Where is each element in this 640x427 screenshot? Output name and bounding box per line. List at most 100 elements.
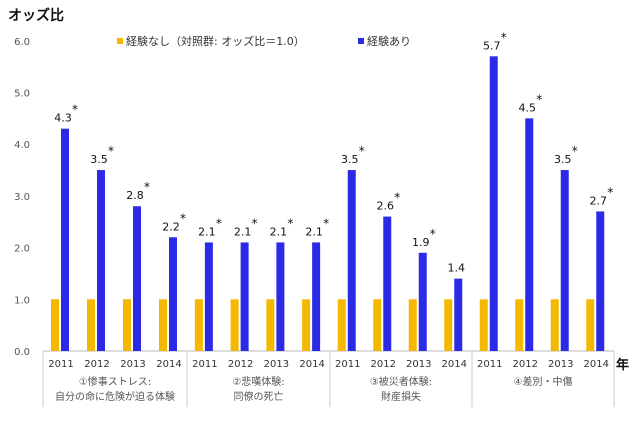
x-tick-label: 2014 — [156, 359, 181, 370]
group-label: 自分の命に危険が迫る体験 — [55, 390, 175, 403]
group-label: ③被災者体験: — [370, 375, 432, 388]
bar-exposed — [61, 128, 69, 351]
significance-star: * — [72, 103, 78, 117]
bar-exposed — [240, 242, 249, 351]
x-tick-label: 2014 — [299, 359, 324, 370]
y-tick-label: 2.0 — [14, 244, 30, 255]
bar-exposed — [383, 216, 392, 351]
legend-swatch-control — [117, 38, 123, 44]
group-label: ②悲嘆体験: — [232, 375, 284, 388]
legend-swatch-exposed — [358, 38, 364, 44]
bar-control — [550, 299, 559, 351]
y-tick-label: 1.0 — [14, 295, 30, 306]
bar-control — [302, 299, 311, 351]
data-label: 3.5 — [554, 153, 572, 166]
significance-star: * — [359, 144, 365, 158]
significance-star: * — [108, 144, 114, 158]
bar-exposed — [596, 211, 605, 351]
x-tick-label: 2012 — [84, 359, 109, 370]
y-tick-label: 0.0 — [14, 347, 30, 358]
x-tick-label: 2012 — [228, 359, 253, 370]
data-label: 2.7 — [590, 194, 608, 207]
significance-star: * — [180, 211, 186, 225]
data-label: 5.7 — [483, 39, 501, 52]
data-label: 2.1 — [270, 225, 288, 238]
x-tick-label: 2014 — [584, 359, 609, 370]
data-label: 4.3 — [54, 112, 72, 125]
bar-exposed — [97, 170, 105, 351]
significance-star: * — [572, 144, 578, 158]
significance-star: * — [144, 180, 150, 194]
data-label: 2.6 — [377, 200, 395, 213]
data-label: 2.2 — [162, 220, 180, 233]
bar-exposed — [560, 170, 569, 351]
chart-title: オッズ比 — [8, 7, 64, 24]
x-tick-label: 2011 — [477, 359, 502, 370]
bar-control — [479, 299, 488, 351]
bar-exposed — [489, 56, 498, 352]
significance-star: * — [501, 30, 507, 44]
significance-star: * — [252, 216, 258, 230]
bar-exposed — [454, 278, 463, 351]
bar-control — [515, 299, 524, 351]
bar-control — [194, 299, 203, 351]
bar-control — [337, 299, 346, 351]
bar-control — [373, 299, 382, 351]
bar-control — [230, 299, 239, 351]
data-label: 4.5 — [519, 101, 537, 114]
x-tick-label: 2011 — [192, 359, 217, 370]
bar-exposed — [525, 118, 534, 351]
bar-exposed — [418, 252, 427, 351]
bar-exposed — [312, 242, 321, 351]
bar-exposed — [204, 242, 213, 351]
y-tick-label: 3.0 — [14, 192, 30, 203]
significance-star: * — [323, 216, 329, 230]
group-label: 財産損失 — [381, 390, 421, 403]
significance-star: * — [394, 191, 400, 205]
bar-control — [51, 299, 59, 351]
bar-control — [266, 299, 275, 351]
x-tick-label: 2014 — [442, 359, 467, 370]
significance-star: * — [430, 227, 436, 241]
group-label: ④差別・中傷 — [514, 375, 573, 388]
bar-control — [123, 299, 131, 351]
bar-exposed — [276, 242, 285, 351]
data-label: 1.4 — [448, 262, 466, 275]
bar-control — [444, 299, 453, 351]
x-tick-label: 2013 — [120, 359, 145, 370]
bar-control — [586, 299, 595, 351]
data-label: 1.9 — [412, 236, 430, 249]
x-tick-label: 2012 — [371, 359, 396, 370]
legend-label-control: 経験なし（対照群: オッズ比＝1.0） — [126, 34, 305, 48]
group-label: 同僚の死亡 — [234, 390, 284, 403]
significance-star: * — [536, 92, 542, 106]
data-label: 2.1 — [198, 225, 216, 238]
x-tick-label: 2013 — [406, 359, 431, 370]
bar-control — [87, 299, 95, 351]
x-tick-label: 2012 — [513, 359, 538, 370]
bar-exposed — [133, 206, 141, 351]
data-label: 2.1 — [234, 225, 252, 238]
x-tick-label: 2011 — [48, 359, 73, 370]
bar-control — [159, 299, 167, 351]
data-label: 2.1 — [305, 225, 323, 238]
y-tick-label: 5.0 — [14, 89, 30, 100]
data-label: 2.8 — [126, 189, 144, 202]
x-axis-label: 年 — [616, 357, 629, 373]
significance-star: * — [216, 216, 222, 230]
data-label: 3.5 — [90, 153, 108, 166]
y-tick-label: 4.0 — [14, 140, 30, 151]
group-label: ①惨事ストレス: — [79, 375, 151, 388]
bar-exposed — [169, 237, 177, 351]
x-tick-label: 2013 — [548, 359, 573, 370]
significance-star: * — [607, 185, 613, 199]
legend-label-exposed: 経験あり — [367, 34, 411, 48]
x-tick-label: 2013 — [264, 359, 289, 370]
bar-exposed — [347, 170, 356, 351]
significance-star: * — [287, 216, 293, 230]
data-label: 3.5 — [341, 153, 359, 166]
y-tick-label: 6.0 — [14, 37, 30, 48]
x-tick-label: 2011 — [335, 359, 360, 370]
